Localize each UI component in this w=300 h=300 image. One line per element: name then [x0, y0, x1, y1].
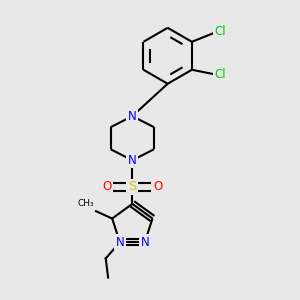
Text: CH₃: CH₃: [78, 199, 94, 208]
Text: O: O: [102, 180, 111, 193]
Text: N: N: [116, 236, 124, 249]
Text: N: N: [140, 236, 149, 249]
Text: Cl: Cl: [214, 25, 226, 38]
Text: N: N: [128, 154, 137, 167]
Text: Cl: Cl: [214, 68, 226, 81]
Text: S: S: [128, 180, 136, 193]
Text: N: N: [128, 110, 137, 123]
Text: O: O: [153, 180, 163, 193]
